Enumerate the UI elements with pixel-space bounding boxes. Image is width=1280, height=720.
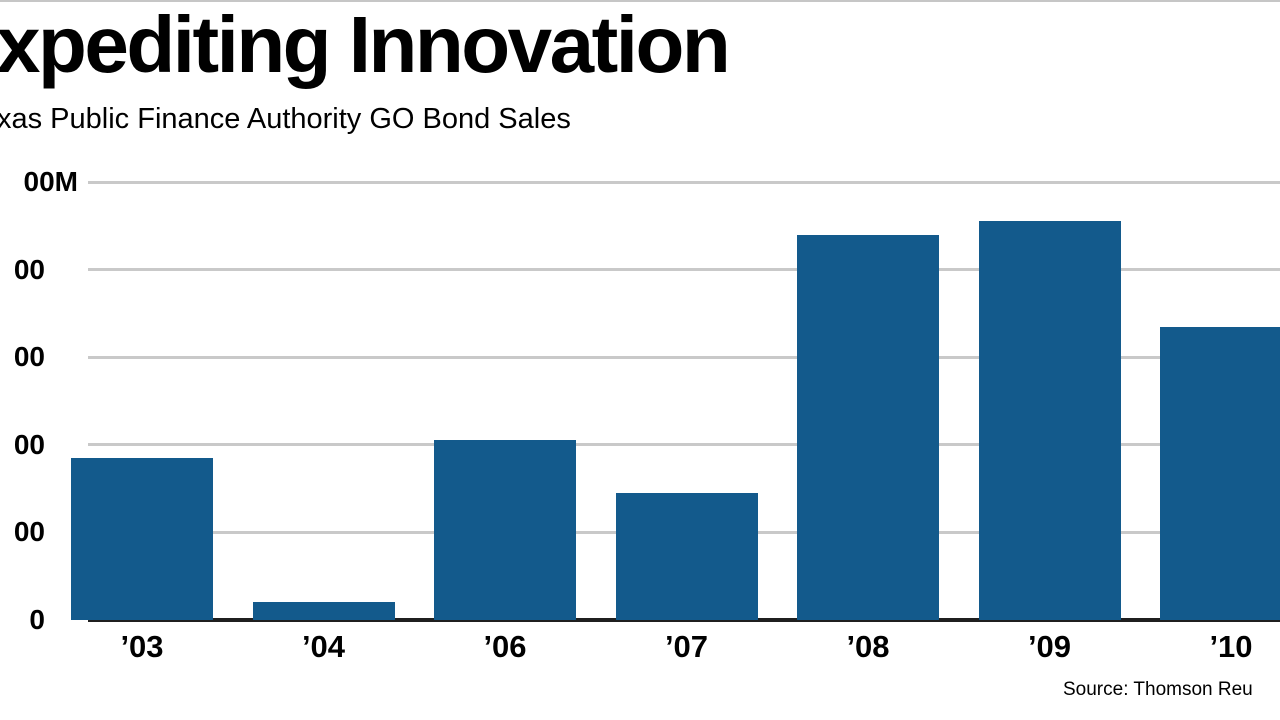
bar-06: [434, 440, 576, 620]
x-axis-label-04: ’04: [301, 629, 346, 664]
chart-subtitle: xas Public Finance Authority GO Bond Sal…: [0, 103, 571, 135]
y-axis-tick-label-100: 00: [13, 516, 45, 548]
x-axis-label-09: ’09: [1027, 629, 1072, 664]
x-axis-label-07: ’07: [664, 629, 709, 664]
bar-03: [71, 457, 213, 620]
chart-title: xpediting Innovation: [0, 0, 731, 89]
x-axis-label-03: ’03: [120, 629, 164, 664]
x-axis-label-06: ’06: [483, 629, 527, 664]
gridline-300: [88, 355, 1280, 359]
x-axis-baseline: [88, 618, 1280, 622]
bar-04: [252, 602, 395, 620]
gridline-200: [88, 443, 1280, 447]
y-axis-tick-label-200: 00: [13, 428, 45, 460]
x-axis-label-10: ’10: [1209, 629, 1253, 664]
bar-10: [1160, 326, 1280, 620]
y-axis-tick-label-0: 0: [29, 604, 45, 635]
y-axis-tick-label-300: 00: [13, 341, 45, 373]
x-axis-label-08: ’08: [846, 629, 890, 664]
gridline-400: [88, 268, 1280, 272]
bar-07: [615, 492, 758, 620]
top-border-line: [0, 0, 1280, 2]
y-axis-tick-label-500: 00M: [23, 166, 78, 197]
bar-08: [797, 234, 939, 620]
bar-09: [978, 221, 1121, 620]
y-axis-tick-label-400: 00: [13, 253, 45, 285]
gridline-500: [88, 180, 1280, 184]
source-attribution: Source: Thomson Reu: [1063, 679, 1253, 700]
